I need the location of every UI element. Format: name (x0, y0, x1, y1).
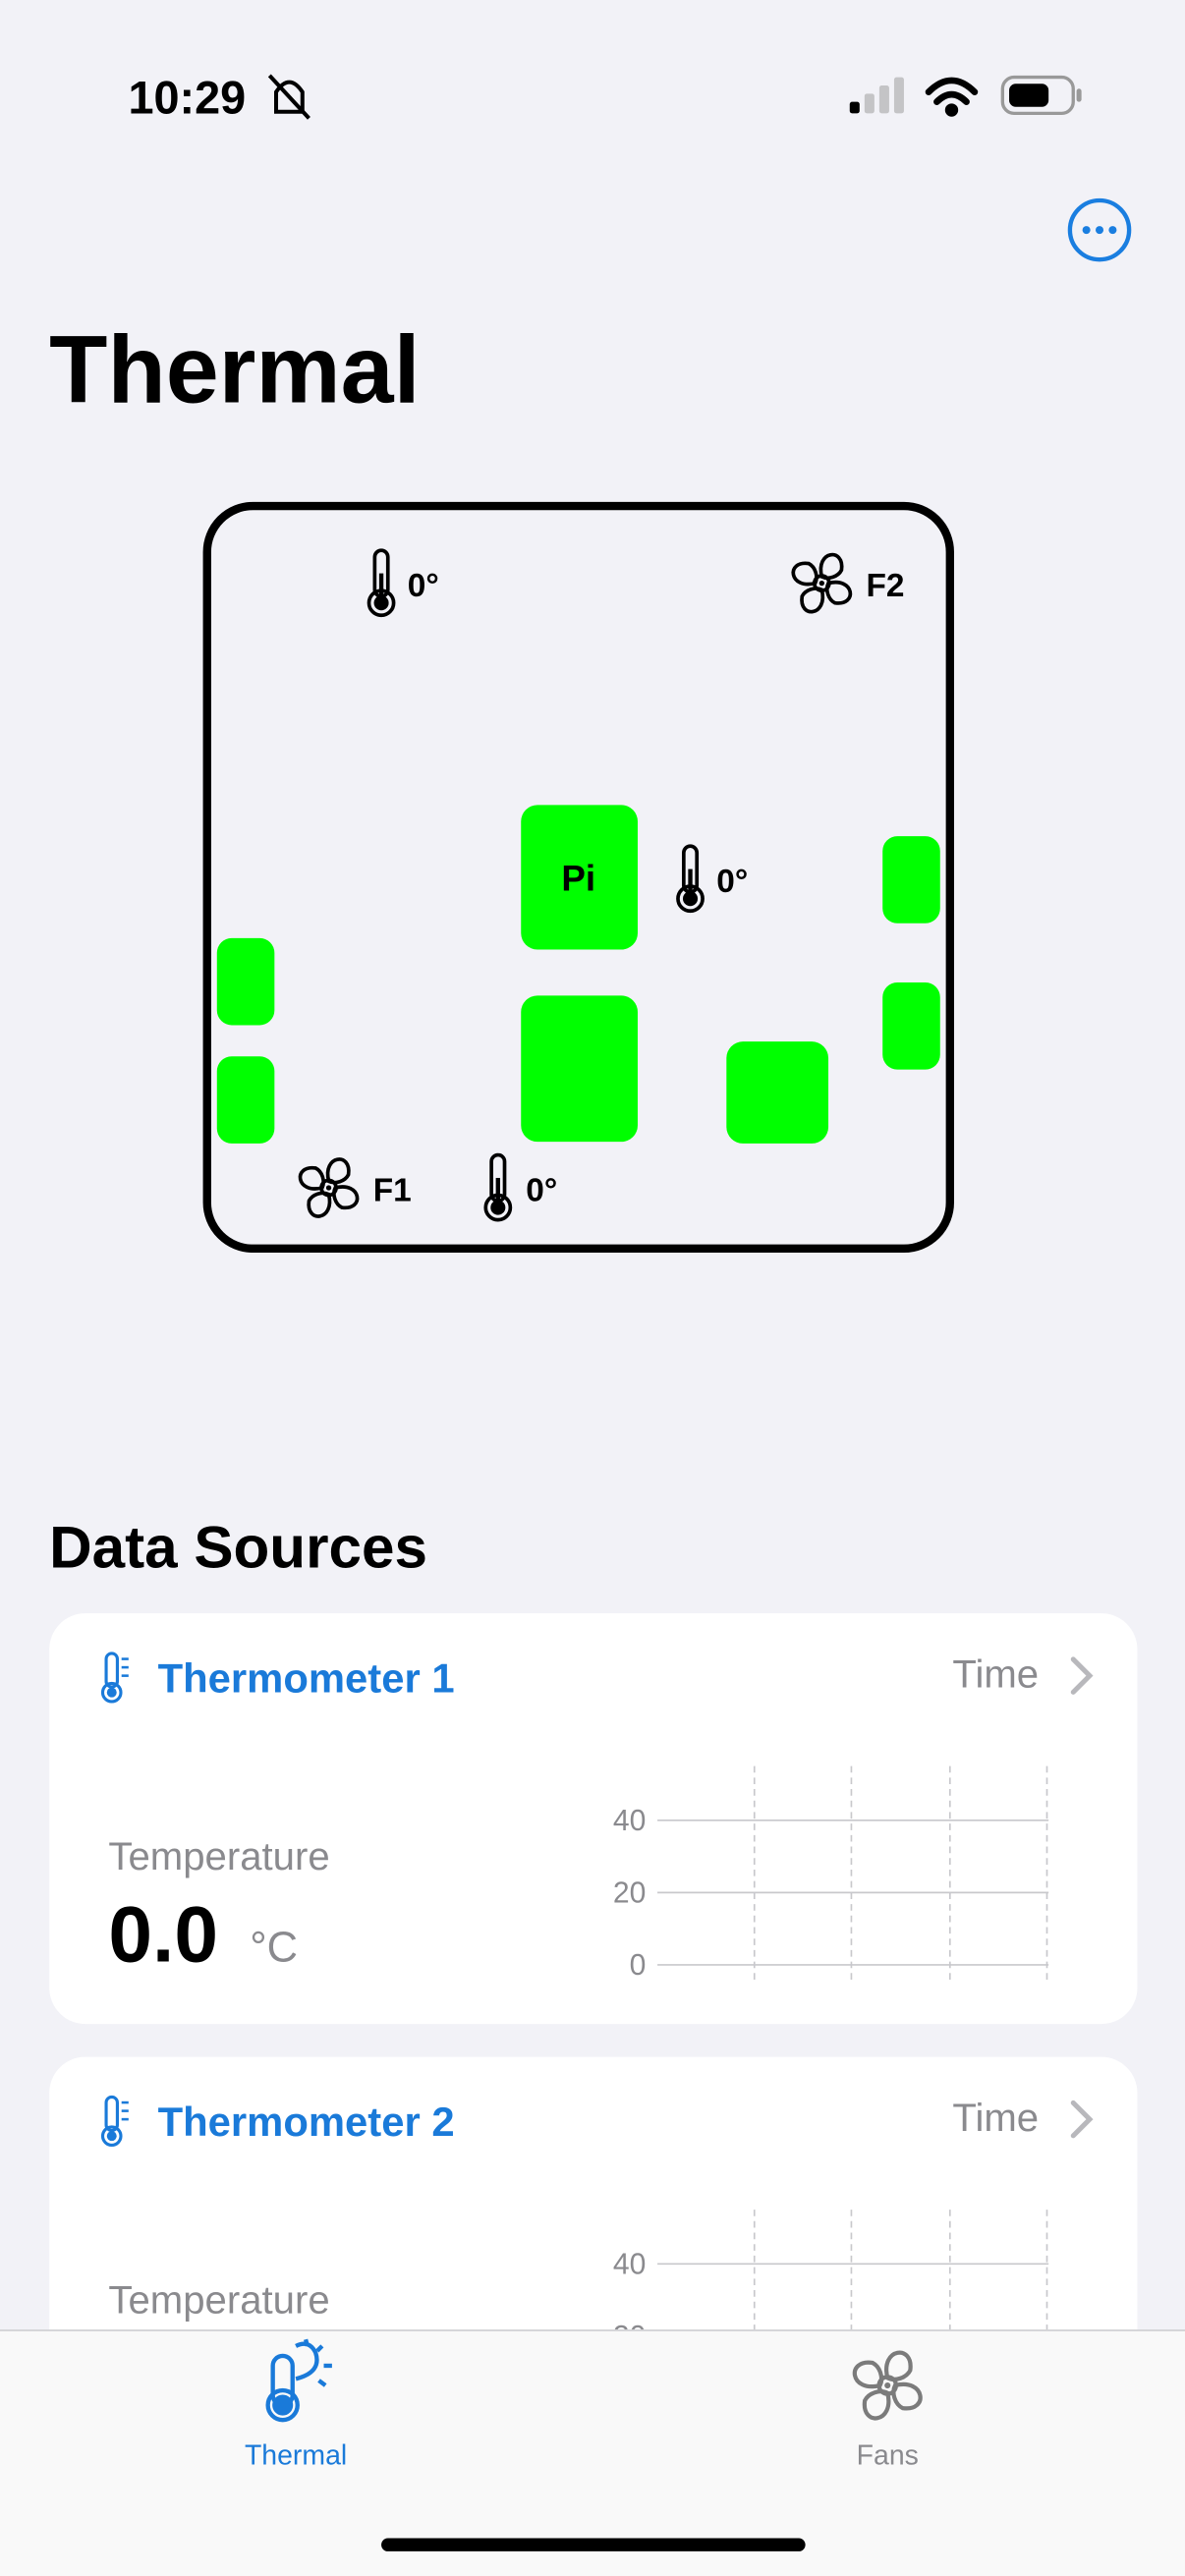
thermometer-icon (100, 2095, 129, 2147)
metric-label: Temperature (108, 2277, 329, 2322)
thermometer-icon (483, 1152, 513, 1222)
fan-label: F2 (867, 568, 905, 604)
sensor-label: 0° (716, 864, 748, 900)
component-box (521, 805, 638, 950)
card-link[interactable]: Time (952, 1652, 1039, 1696)
section-title: Data Sources (49, 1514, 427, 1580)
tab-bar: Thermal Fans (0, 2329, 1185, 2576)
sensor-label: 0° (526, 1172, 557, 1208)
component-label: Pi (561, 858, 595, 898)
card-title: Thermometer 2 (158, 2099, 455, 2145)
data-source-card[interactable]: Thermometer 1 Time Temperature 0.0 °C 0 20 40 (49, 1613, 1138, 2025)
component-box (726, 1041, 829, 1144)
card-title: Thermometer 1 (158, 1654, 455, 1701)
metric-unit: °C (250, 1925, 298, 1972)
fan-label: F1 (373, 1172, 412, 1208)
home-indicator (381, 2538, 806, 2551)
metric-value: 0.0 (108, 1891, 218, 1980)
y-tick-label: 40 (613, 2248, 646, 2280)
thermal-tab-icon[interactable] (265, 2338, 332, 2423)
component-box (882, 981, 940, 1070)
chevron (1070, 2100, 1094, 2139)
thermometer-icon (100, 1652, 129, 1704)
sensor-label: 0° (408, 568, 439, 604)
card-link[interactable]: Time (952, 2096, 1039, 2140)
thermal-diagram: Pi 0° 0° 0° F2 F1 (202, 501, 954, 1254)
fan-icon (791, 552, 853, 614)
component-box (216, 937, 275, 1026)
fan-icon (298, 1157, 360, 1218)
metric-label: Temperature (108, 1834, 329, 1878)
status-time: 10:29 (128, 72, 246, 123)
more-button[interactable] (1067, 197, 1132, 262)
chevron (1070, 1656, 1094, 1695)
tab-label[interactable]: Thermal (245, 2439, 347, 2471)
y-tick-label: 0 (630, 1949, 647, 1982)
fans-tab-icon[interactable] (855, 2353, 921, 2419)
tab-label[interactable]: Fans (857, 2439, 919, 2471)
mute-icon (267, 74, 310, 120)
card-background (49, 1613, 1138, 2025)
thermometer-icon (367, 548, 396, 618)
y-tick-label: 20 (613, 1876, 646, 1909)
wifi-icon (925, 77, 979, 117)
y-tick-label: 40 (613, 1805, 646, 1837)
thermometer-icon (676, 844, 705, 914)
signal-icon (849, 77, 904, 114)
page-title: Thermal (49, 316, 420, 423)
battery-icon (1000, 75, 1082, 116)
component-box (521, 995, 638, 1143)
component-box (882, 836, 940, 924)
component-box (216, 1056, 275, 1144)
